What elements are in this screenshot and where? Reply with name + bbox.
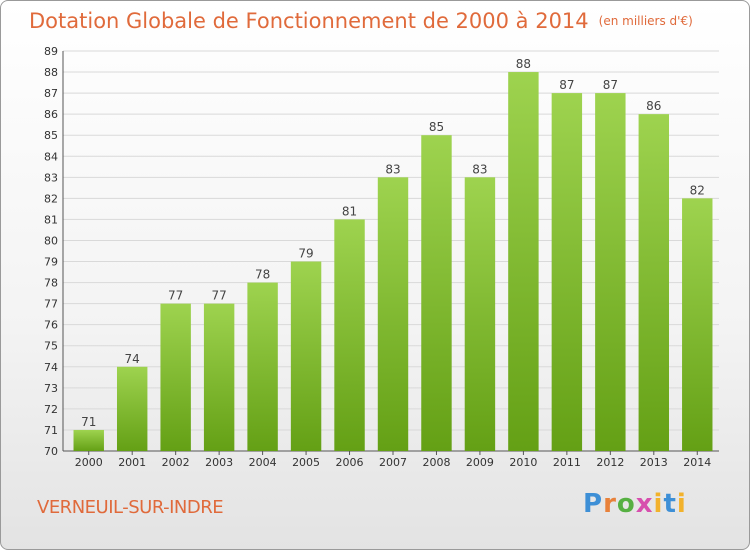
y-tick-label: 79 [44, 256, 58, 269]
y-tick-label: 88 [44, 66, 58, 79]
bar [290, 261, 322, 451]
x-tick-label: 2013 [640, 456, 668, 469]
data-label: 78 [255, 268, 270, 282]
x-tick-label: 2010 [509, 456, 537, 469]
x-tick-label: 2009 [466, 456, 494, 469]
y-tick-label: 80 [44, 234, 58, 247]
x-tick-label: 2011 [553, 456, 581, 469]
bar [247, 282, 278, 451]
y-tick-label: 76 [44, 319, 58, 332]
bar [160, 303, 191, 451]
y-tick-label: 87 [44, 87, 58, 100]
x-tick-label: 2012 [596, 456, 624, 469]
x-tick-label: 2001 [118, 456, 146, 469]
data-label: 77 [211, 289, 226, 303]
data-label: 81 [342, 204, 357, 218]
data-label: 88 [516, 57, 531, 71]
bar [508, 72, 539, 451]
data-label: 85 [429, 120, 444, 134]
bar [595, 93, 626, 452]
x-tick-label: 2003 [205, 456, 233, 469]
bar [203, 303, 235, 451]
bar [334, 219, 365, 451]
y-tick-label: 77 [44, 298, 58, 311]
y-tick-label: 81 [44, 213, 58, 226]
chart-title-text: Dotation Globale de Fonctionnement de 20… [29, 9, 589, 33]
chart-unit: (en milliers d'€) [598, 14, 693, 28]
y-tick-label: 86 [44, 108, 58, 121]
x-tick-label: 2004 [249, 456, 277, 469]
bar [116, 366, 148, 451]
bar [464, 177, 496, 451]
y-tick-label: 72 [44, 403, 58, 416]
x-tick-label: 2000 [75, 456, 103, 469]
data-label: 87 [559, 78, 574, 92]
bar [551, 93, 583, 452]
data-label: 87 [603, 78, 618, 92]
commune-name: VERNEUIL-SUR-INDRE [37, 497, 224, 518]
x-tick-label: 2002 [162, 456, 190, 469]
data-label: 79 [298, 247, 313, 261]
x-tick-label: 2014 [683, 456, 711, 469]
y-tick-label: 74 [44, 361, 58, 374]
data-label: 71 [81, 415, 96, 429]
data-label: 74 [125, 352, 140, 366]
x-tick-label: 2005 [292, 456, 320, 469]
proxiti-logo: Proxiti [583, 489, 687, 519]
y-tick-label: 84 [44, 150, 58, 163]
data-label: 83 [472, 162, 487, 176]
y-tick-label: 73 [44, 382, 58, 395]
data-label: 77 [168, 289, 183, 303]
data-label: 83 [385, 162, 400, 176]
y-tick-label: 78 [44, 277, 58, 290]
y-tick-label: 75 [44, 340, 58, 353]
x-tick-label: 2006 [336, 456, 364, 469]
data-label: 82 [690, 183, 705, 197]
bar [421, 135, 452, 452]
y-tick-label: 71 [44, 424, 58, 437]
y-tick-label: 85 [44, 129, 58, 142]
x-tick-label: 2007 [379, 456, 407, 469]
bar [682, 198, 713, 451]
bar [377, 177, 409, 451]
y-tick-label: 70 [44, 445, 58, 458]
bar [73, 429, 104, 451]
x-tick-label: 2008 [422, 456, 450, 469]
y-tick-label: 89 [44, 45, 58, 58]
chart-title: Dotation Globale de Fonctionnement de 20… [29, 9, 693, 33]
bar [638, 114, 670, 451]
data-label: 86 [646, 99, 661, 113]
y-tick-label: 83 [44, 171, 58, 184]
y-tick-label: 82 [44, 192, 58, 205]
